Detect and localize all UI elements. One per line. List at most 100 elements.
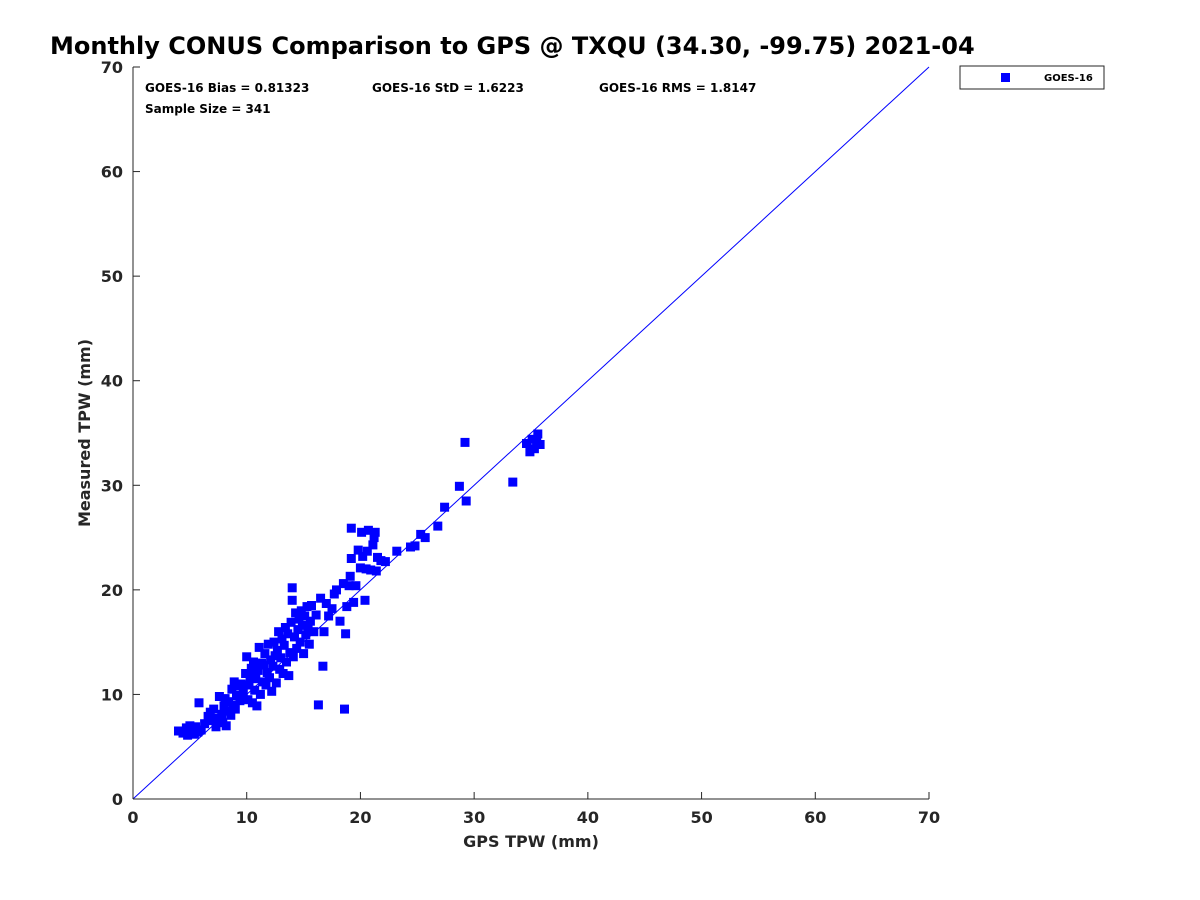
data-point — [287, 583, 297, 593]
data-point — [263, 639, 273, 649]
data-point — [291, 608, 301, 618]
data-point — [251, 674, 261, 684]
legend-box — [959, 65, 1105, 90]
data-point — [392, 546, 402, 556]
data-point — [529, 444, 539, 454]
data-point — [296, 606, 306, 616]
data-point — [460, 437, 470, 447]
data-point — [533, 429, 543, 439]
data-point — [327, 604, 337, 614]
data-point — [276, 653, 286, 663]
data-point — [238, 687, 248, 697]
data-point — [338, 579, 348, 589]
data-point — [340, 704, 349, 714]
data-point — [284, 671, 294, 681]
data-point — [221, 721, 231, 731]
data-point — [253, 665, 263, 675]
data-point — [230, 704, 240, 714]
data-point — [208, 716, 218, 726]
data-point — [286, 617, 296, 627]
data-point — [313, 700, 323, 710]
data-point — [307, 601, 316, 610]
data-point — [244, 680, 254, 690]
data-point — [288, 652, 298, 662]
data-point — [303, 624, 313, 633]
data-point — [321, 599, 331, 608]
data-points — [174, 429, 545, 740]
data-point — [508, 477, 518, 487]
data-point — [311, 610, 321, 620]
y-tick-label: 0 — [112, 790, 123, 809]
data-point — [300, 611, 310, 621]
data-point — [349, 597, 359, 607]
data-point — [277, 634, 287, 644]
x-tick-label: 40 — [577, 808, 599, 827]
x-tick-label: 10 — [236, 808, 258, 827]
data-point — [304, 639, 314, 649]
legend-label: GOES-16 — [1044, 73, 1093, 84]
data-point — [368, 540, 378, 550]
rms-stat: GOES-16 RMS = 1.8147 — [599, 81, 756, 95]
data-point — [345, 571, 355, 581]
data-point — [371, 566, 381, 576]
data-point — [254, 642, 264, 652]
data-point — [191, 722, 200, 732]
data-point — [355, 563, 365, 573]
data-point — [324, 611, 334, 621]
bias-stat: GOES-16 Bias = 0.81323 — [145, 81, 309, 95]
data-point — [265, 673, 274, 683]
y-axis-label: Measured TPW (mm) — [75, 339, 94, 527]
y-tick-label: 10 — [101, 685, 123, 704]
data-point — [245, 672, 255, 682]
data-point — [270, 651, 280, 661]
data-point — [255, 689, 265, 699]
data-point — [269, 637, 279, 647]
data-point — [332, 585, 341, 595]
data-point — [194, 698, 204, 708]
data-point — [185, 721, 195, 731]
std-stat: GOES-16 StD = 1.6223 — [372, 81, 524, 95]
data-point — [297, 620, 307, 630]
data-point — [461, 496, 471, 506]
y-tick-label: 70 — [101, 58, 123, 77]
data-point — [380, 557, 390, 567]
data-point — [249, 657, 258, 667]
data-point — [196, 725, 206, 735]
y-ticks: 0 10 20 30 40 50 60 70 — [101, 58, 140, 809]
y-tick-label: 20 — [101, 581, 123, 600]
data-point — [227, 684, 237, 694]
data-point — [370, 527, 380, 537]
data-point — [433, 521, 443, 531]
data-point — [211, 722, 221, 732]
data-point — [420, 533, 430, 543]
data-point — [279, 640, 289, 650]
data-point — [363, 525, 373, 535]
data-point — [280, 623, 290, 632]
data-point — [301, 630, 311, 640]
data-point — [454, 481, 464, 491]
data-point — [342, 602, 352, 612]
data-point — [535, 440, 545, 449]
data-point — [274, 627, 284, 637]
data-point — [224, 697, 233, 707]
y-tick-label: 30 — [101, 476, 123, 495]
data-point — [353, 545, 363, 555]
x-tick-label: 20 — [349, 808, 371, 827]
data-point — [361, 564, 371, 574]
data-point — [262, 668, 272, 677]
data-point — [287, 595, 297, 605]
y-tick-label: 40 — [101, 372, 123, 391]
legend: GOES-16 — [959, 65, 1105, 90]
data-point — [268, 661, 278, 671]
data-point — [351, 581, 361, 591]
data-point — [357, 527, 367, 537]
data-point — [346, 554, 356, 563]
data-point — [522, 439, 531, 448]
data-point — [267, 686, 277, 696]
data-point — [232, 691, 241, 700]
data-point — [271, 678, 281, 688]
x-tick-label: 0 — [127, 808, 138, 827]
data-point — [292, 643, 302, 653]
x-tick-label: 60 — [804, 808, 826, 827]
